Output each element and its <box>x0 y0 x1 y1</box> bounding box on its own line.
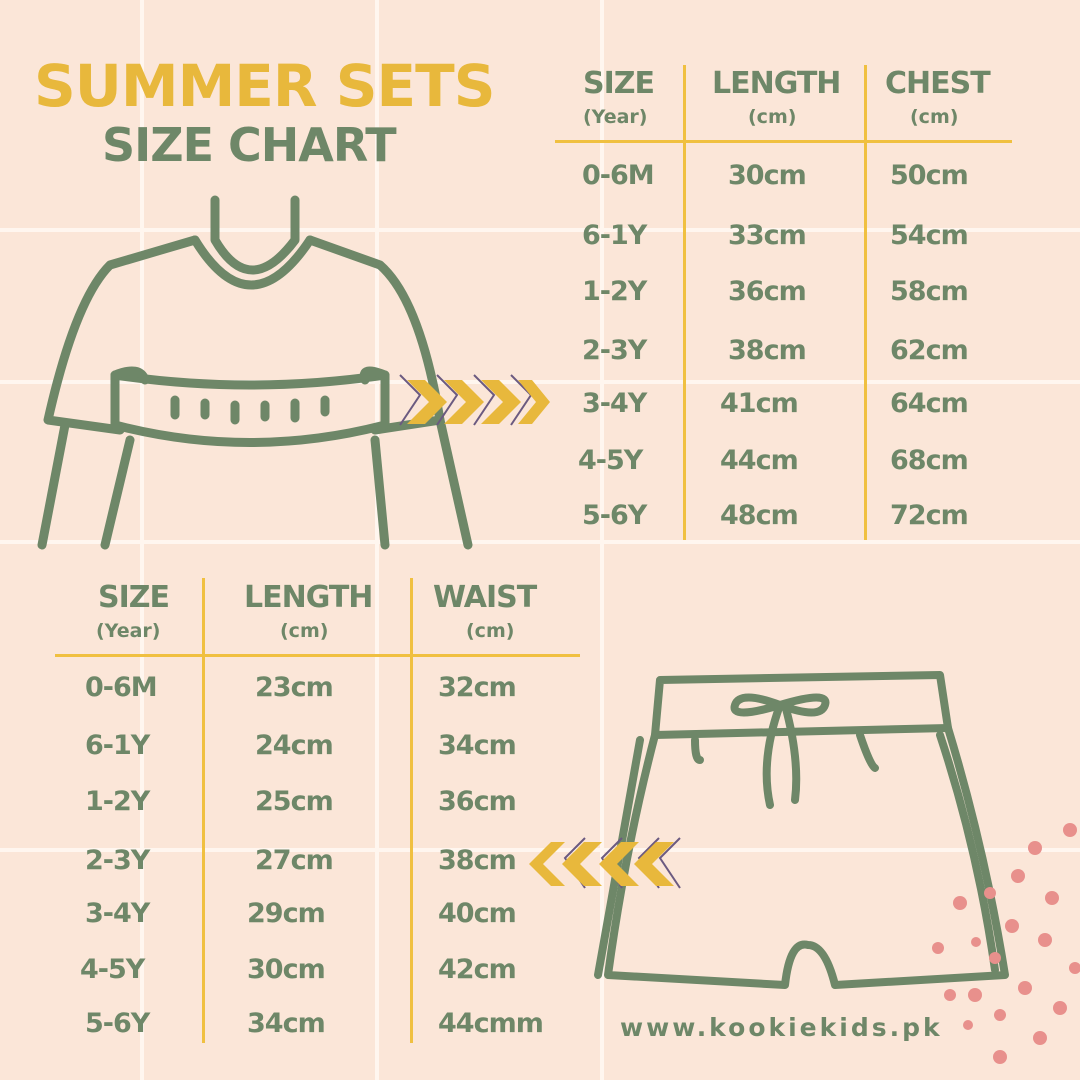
cell-chest: 58cm <box>890 276 969 307</box>
header-waist: WAIST <box>433 580 537 615</box>
header-size-unit: (Year) <box>96 620 161 642</box>
divider <box>555 140 1012 143</box>
cell-length: 30cm <box>247 954 326 985</box>
cell-chest: 62cm <box>890 335 969 366</box>
cell-waist: 32cm <box>438 672 517 703</box>
cell-size: 6-1Y <box>85 730 150 761</box>
page-subtitle: SIZE CHART <box>102 118 397 172</box>
cell-size: 0-6M <box>582 160 655 191</box>
cell-size: 5-6Y <box>85 1008 150 1039</box>
cell-length: 36cm <box>728 276 807 307</box>
decorative-dots <box>932 823 1080 1064</box>
cell-length: 34cm <box>247 1008 326 1039</box>
header-waist-unit: (cm) <box>466 620 515 642</box>
cell-size: 0-6M <box>85 672 158 703</box>
header-length-unit: (cm) <box>748 106 797 128</box>
header-length: LENGTH <box>244 580 373 615</box>
cell-length: 29cm <box>247 898 326 929</box>
cell-size: 4-5Y <box>80 954 145 985</box>
cell-chest: 72cm <box>890 500 969 531</box>
cell-length: 23cm <box>255 672 334 703</box>
cell-size: 1-2Y <box>85 786 150 817</box>
grid-line <box>0 848 1080 852</box>
cell-size: 4-5Y <box>578 445 643 476</box>
cell-waist: 42cm <box>438 954 517 985</box>
cell-length: 24cm <box>255 730 334 761</box>
cell-size: 2-3Y <box>85 845 150 876</box>
divider <box>202 578 205 1043</box>
cell-length: 44cm <box>720 445 799 476</box>
cell-size: 1-2Y <box>582 276 647 307</box>
cell-size: 3-4Y <box>582 388 647 419</box>
header-length: LENGTH <box>712 66 841 101</box>
cell-size: 3-4Y <box>85 898 150 929</box>
header-size: SIZE <box>98 580 170 615</box>
page-title: SUMMER SETS <box>34 52 496 120</box>
cell-size: 6-1Y <box>582 220 647 251</box>
cell-chest: 68cm <box>890 445 969 476</box>
header-size: SIZE <box>583 66 655 101</box>
divider <box>683 65 686 540</box>
header-chest: CHEST <box>885 66 991 101</box>
cell-chest: 54cm <box>890 220 969 251</box>
cell-length: 27cm <box>255 845 334 876</box>
grid-line <box>0 228 1080 232</box>
shorts-icon <box>594 671 1009 989</box>
arrows-right-icon <box>399 374 550 426</box>
cell-length: 25cm <box>255 786 334 817</box>
cell-chest: 64cm <box>890 388 969 419</box>
header-size-unit: (Year) <box>583 106 648 128</box>
cell-size: 2-3Y <box>582 335 647 366</box>
divider <box>410 578 413 1043</box>
header-length-unit: (cm) <box>280 620 329 642</box>
cell-length: 30cm <box>728 160 807 191</box>
divider <box>55 654 580 657</box>
tshirt-icon <box>37 195 473 550</box>
cell-length: 41cm <box>720 388 799 419</box>
cell-chest: 50cm <box>890 160 969 191</box>
cell-length: 38cm <box>728 335 807 366</box>
cell-length: 48cm <box>720 500 799 531</box>
grid-line <box>0 540 1080 544</box>
cell-waist: 36cm <box>438 786 517 817</box>
website-url: www.kookiekids.pk <box>620 1013 943 1042</box>
cell-waist: 38cm <box>438 845 517 876</box>
cell-waist: 34cm <box>438 730 517 761</box>
arrows-left-icon <box>529 837 681 889</box>
cell-waist: 40cm <box>438 898 517 929</box>
grid-line <box>0 380 1080 384</box>
divider <box>864 65 867 540</box>
header-chest-unit: (cm) <box>910 106 959 128</box>
cell-length: 33cm <box>728 220 807 251</box>
cell-size: 5-6Y <box>582 500 647 531</box>
cell-waist: 44cmm <box>438 1008 544 1039</box>
